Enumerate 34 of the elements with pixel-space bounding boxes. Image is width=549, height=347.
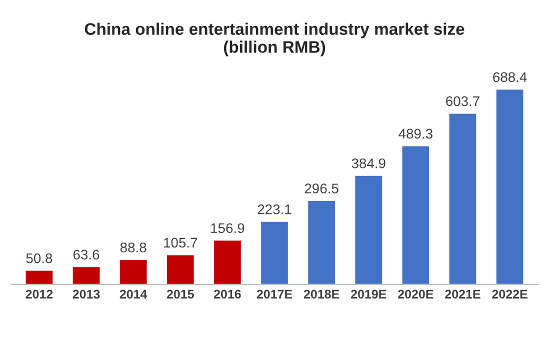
x-tick-label: 2017E	[256, 290, 292, 299]
bar	[118, 258, 148, 285]
data-label: 603.7	[446, 96, 480, 106]
bar	[354, 174, 384, 285]
data-label: 88.8	[120, 242, 146, 252]
bar	[212, 239, 242, 285]
x-tick-label: 2021E	[445, 290, 480, 299]
bar	[306, 200, 336, 285]
bar	[260, 220, 290, 285]
x-tick-label: 2016	[214, 290, 241, 299]
data-label: 688.4	[493, 72, 527, 82]
bar	[24, 269, 54, 285]
bar	[494, 88, 525, 285]
bar	[166, 254, 196, 285]
x-tick-label: 2018E	[304, 290, 340, 299]
x-tick-label: 2015	[166, 290, 194, 299]
data-label: 156.9	[211, 223, 244, 234]
x-tick-label: 2022E	[492, 290, 528, 299]
data-label: 50.8	[26, 253, 52, 264]
bar	[71, 266, 102, 285]
data-label: 105.7	[164, 238, 198, 248]
bar	[400, 144, 430, 285]
x-tick-label: 2020E	[398, 290, 434, 299]
chart-title: China online entertainment industry market size (billion RMB)	[84, 22, 464, 56]
x-tick-label: 2012	[26, 290, 53, 299]
bar	[448, 112, 478, 285]
x-tick-label: 2013	[72, 290, 100, 299]
data-label: 223.1	[258, 204, 292, 214]
data-label: 384.9	[352, 158, 386, 168]
data-label: 63.6	[73, 250, 100, 260]
data-label: 489.3	[398, 128, 432, 139]
x-tick-label: 2014	[120, 290, 148, 299]
x-tick-label: 2019E	[350, 290, 386, 299]
data-label: 296.5	[304, 184, 338, 194]
